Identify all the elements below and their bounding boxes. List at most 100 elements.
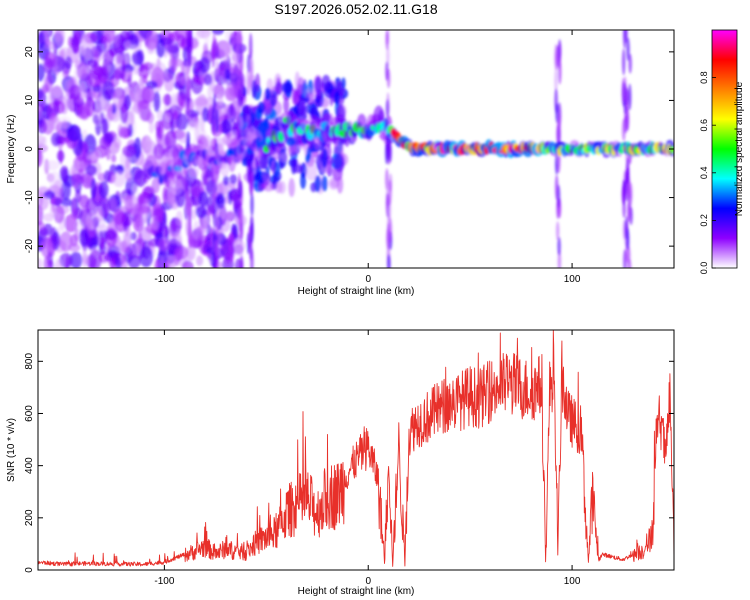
heatmap-noise-cell [90,178,97,199]
heatmap-noise-cell [156,109,163,121]
heatmap-noise-cell [229,103,234,117]
heatmap-noise-cell [225,252,231,266]
heatmap-streak-cell [185,71,190,98]
heatmap-noise-cell [228,62,238,81]
heatmap-ridge-halo [220,161,230,177]
heatmap-noise-cell [142,186,154,200]
heatmap-noise-cell [100,236,106,249]
heatmap-noise-cell [333,91,341,105]
heatmap-noise-cell [66,124,80,142]
heatmap-noise-cell [148,62,158,77]
heatmap-noise-cell [127,255,141,268]
heatmap-noise-cell [163,72,175,92]
heatmap-noise-cell [281,81,293,94]
heatmap-streak-cell [627,202,631,223]
snr-y-tick-label: 400 [24,457,35,474]
heatmap-noise-cell [137,64,150,79]
heatmap-noise-cell [93,109,101,126]
heatmap-noise-cell [283,97,290,114]
heatmap-streak-cell [212,251,216,268]
heatmap-streak-cell [385,168,389,191]
spectrogram-y-tick-label: 0 [24,146,35,152]
heatmap-noise-cell [71,173,81,189]
heatmap-streak-cell [626,157,630,184]
heatmap-noise-cell [86,150,100,161]
heatmap-noise-cell [74,66,89,80]
heatmap-noise-cell [38,258,43,268]
heatmap-noise-cell [47,116,61,131]
heatmap-noise-cell [319,97,330,108]
heatmap-noise-cell [134,244,141,255]
snr-y-axis-label: SNR (10 * v/v) [6,418,17,482]
heatmap-noise-cell [195,205,207,219]
heatmap-noise-cell [321,175,328,192]
heatmap-noise-cell [185,244,196,261]
snr-y-tick-label: 200 [24,509,35,526]
heatmap-streak-cell [212,94,217,113]
heatmap-noise-cell [121,254,128,268]
heatmap-noise-cell [133,137,142,159]
spectrogram-y-tick-label: -20 [24,238,35,253]
heatmap-noise-cell [274,81,283,96]
colorbar-tick-label: 0.0 [699,262,709,275]
snr-x-tick-label: -100 [154,576,174,587]
heatmap-noise-cell [62,119,68,137]
heatmap-noise-cell [220,119,232,135]
heatmap-noise-cell [321,148,328,168]
heatmap-noise-cell [38,90,47,106]
heatmap-noise-cell [71,34,80,54]
heatmap-noise-cell [135,212,141,229]
heatmap-noise-cell [219,40,232,60]
heatmap-noise-cell [194,128,202,141]
heatmap-noise-cell [69,251,83,268]
heatmap-streak-cell [239,255,244,268]
heatmap-noise-cell [39,227,49,236]
heatmap-noise-cell [211,30,225,35]
heatmap-streak-cell [246,158,251,184]
heatmap-noise-cell [119,126,130,139]
colorbar-ticks: 0.0 0.2 0.4 0.6 0.8 [699,71,716,274]
heatmap-noise-cell [146,111,155,124]
heatmap-noise-cell [189,167,199,178]
heatmap-noise-cell [100,35,108,44]
heatmap-noise-cell [285,137,296,147]
heatmap-noise-cell [51,84,63,97]
heatmap-streak-cell [628,53,632,74]
heatmap-streak-cell [247,75,251,96]
heatmap-noise-cell [45,160,60,171]
heatmap-streak-cell [239,238,243,261]
heatmap-noise-cell [79,229,89,247]
snr-x-tick-label: 100 [564,576,581,587]
spectrogram-x-tick-label: -100 [154,274,174,285]
heatmap-noise-cell [74,228,79,242]
heatmap-noise-cell [44,51,56,69]
heatmap-noise-cell [82,141,89,163]
heatmap-streak-cell [250,222,254,244]
heatmap-noise-cell [113,137,122,149]
heatmap-noise-cell [147,41,155,55]
colorbar-frame [711,29,738,269]
heatmap-noise-cell [58,47,72,58]
heatmap-streak-cell [212,118,216,137]
heatmap-noise-cell [257,101,266,114]
heatmap-noise-cell [82,129,88,140]
heatmap-streak-cell [249,170,254,195]
snr-frame [37,329,675,571]
heatmap-noise-cell [97,172,106,182]
colorbar-label: Normalized spectral amplitude [734,81,745,216]
heatmap-noise-cell [334,153,345,173]
heatmap-noise-cell [143,136,153,151]
heatmap-noise-cell [40,241,53,250]
heatmap-noise-cell [58,135,67,146]
colorbar-tick-label: 0.6 [699,119,709,132]
heatmap-noise-cell [199,56,211,74]
heatmap-noise-cell [137,193,145,206]
heatmap-streak-cell [386,228,390,251]
heatmap-noise-cell [87,71,101,87]
colorbar-gradient [712,30,737,268]
heatmap-noise-cell [104,132,114,144]
heatmap-noise-cell [162,186,168,205]
heatmap-noise-cell [112,170,126,188]
